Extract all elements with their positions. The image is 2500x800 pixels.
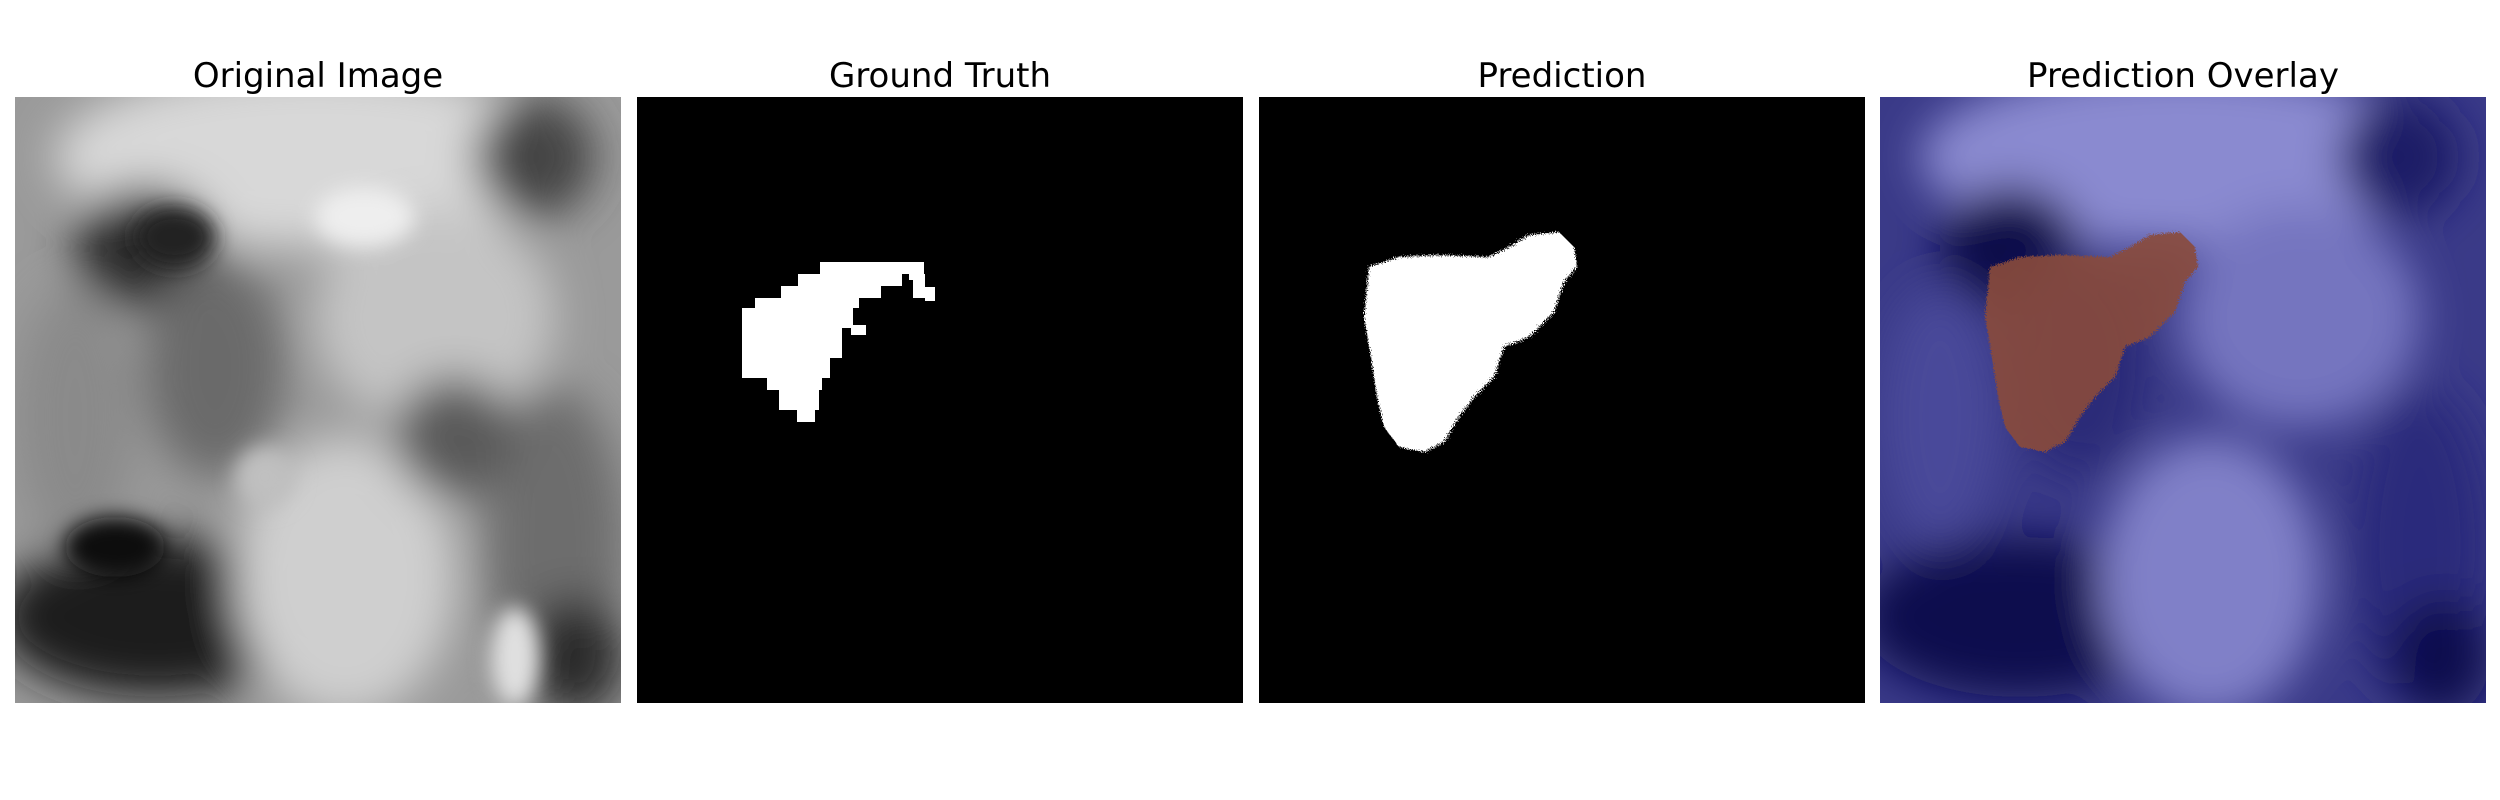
- prediction-overlay: [1880, 97, 2486, 703]
- ground-truth-mask: [637, 97, 1243, 703]
- panel-title-ground-truth: Ground Truth: [828, 56, 1052, 96]
- original-image-panel: [15, 97, 621, 703]
- original-image: [15, 97, 621, 703]
- ground-truth-panel: [637, 97, 1243, 703]
- prediction-panel: [1259, 97, 1865, 703]
- panel-title-prediction-overlay: Prediction Overlay: [2027, 56, 2339, 96]
- prediction-overlay-panel: [1880, 97, 2486, 703]
- panel-title-prediction: Prediction: [1477, 56, 1647, 96]
- panel-title-original-image: Original Image: [192, 56, 444, 96]
- prediction-mask: [1259, 97, 1865, 703]
